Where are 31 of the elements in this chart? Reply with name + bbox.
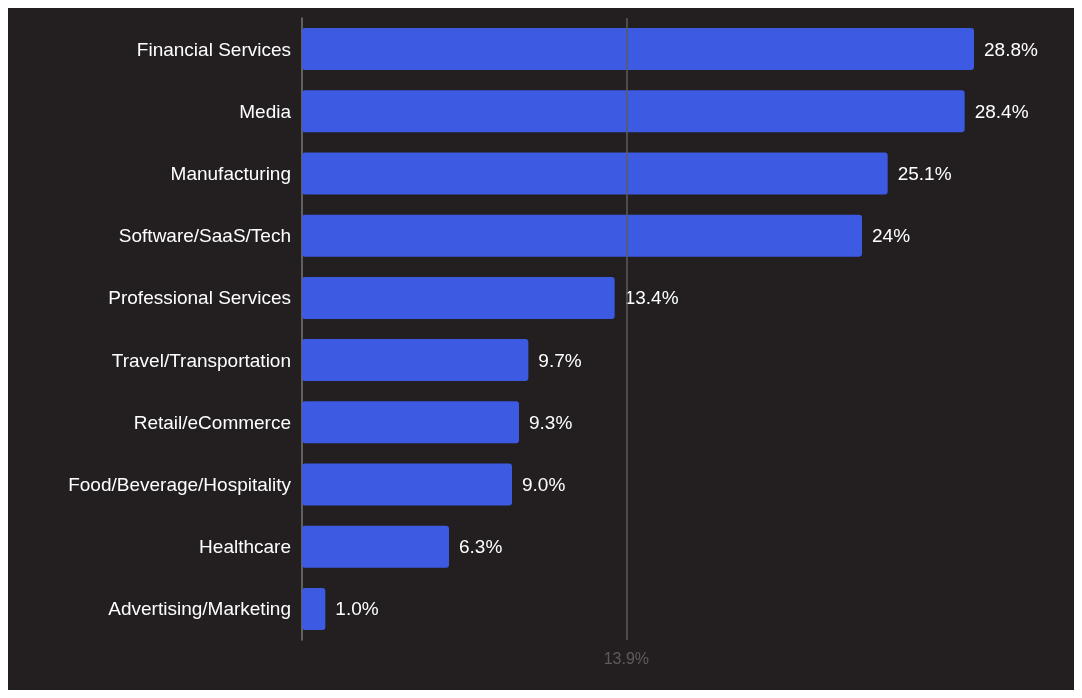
bar <box>302 214 862 257</box>
y-tick-label: Food/Beverage/Hospitality <box>68 474 292 495</box>
y-tick-label: Software/SaaS/Tech <box>118 225 291 247</box>
y-tick-label: Advertising/Marketing <box>108 598 291 620</box>
y-tick-label: Retail/eCommerce <box>133 411 291 433</box>
data-label: 1.0% <box>335 598 379 620</box>
bar <box>302 587 326 630</box>
data-label: 25.1% <box>897 163 952 184</box>
data-label: 9.7% <box>538 349 582 371</box>
y-tick-label: Travel/Transportation <box>111 349 291 371</box>
data-label: 13.4% <box>624 287 679 309</box>
y-tick-label: Healthcare <box>199 536 291 558</box>
bar <box>302 401 519 444</box>
bar <box>302 152 888 195</box>
y-tick-label: Professional Services <box>108 287 291 309</box>
data-label: 24% <box>872 225 911 247</box>
data-label: 9.0% <box>522 474 566 495</box>
y-tick-label: Financial Services <box>136 38 291 60</box>
data-label: 28.4% <box>974 100 1029 122</box>
bar <box>302 90 965 133</box>
data-label: 9.3% <box>529 411 573 433</box>
y-tick-label: Media <box>239 100 292 122</box>
bar <box>302 339 529 382</box>
y-tick-label: Manufacturing <box>170 163 291 184</box>
bar <box>302 463 512 506</box>
ref-line-label: 13.9% <box>603 649 650 667</box>
data-label: 28.8% <box>984 38 1038 60</box>
data-label: 6.3% <box>459 536 503 558</box>
bar <box>302 276 615 319</box>
bar <box>302 525 449 568</box>
bar <box>302 28 974 71</box>
